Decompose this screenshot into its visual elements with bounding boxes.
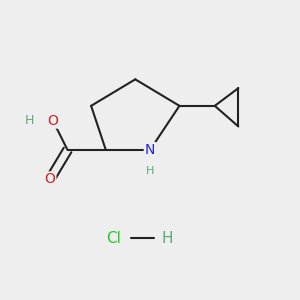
Text: H: H xyxy=(146,166,154,176)
Text: O: O xyxy=(47,114,58,128)
Text: H: H xyxy=(25,114,34,127)
Text: N: N xyxy=(145,143,155,157)
Text: O: O xyxy=(44,172,55,186)
Text: H: H xyxy=(162,231,173,246)
Text: Cl: Cl xyxy=(106,231,121,246)
